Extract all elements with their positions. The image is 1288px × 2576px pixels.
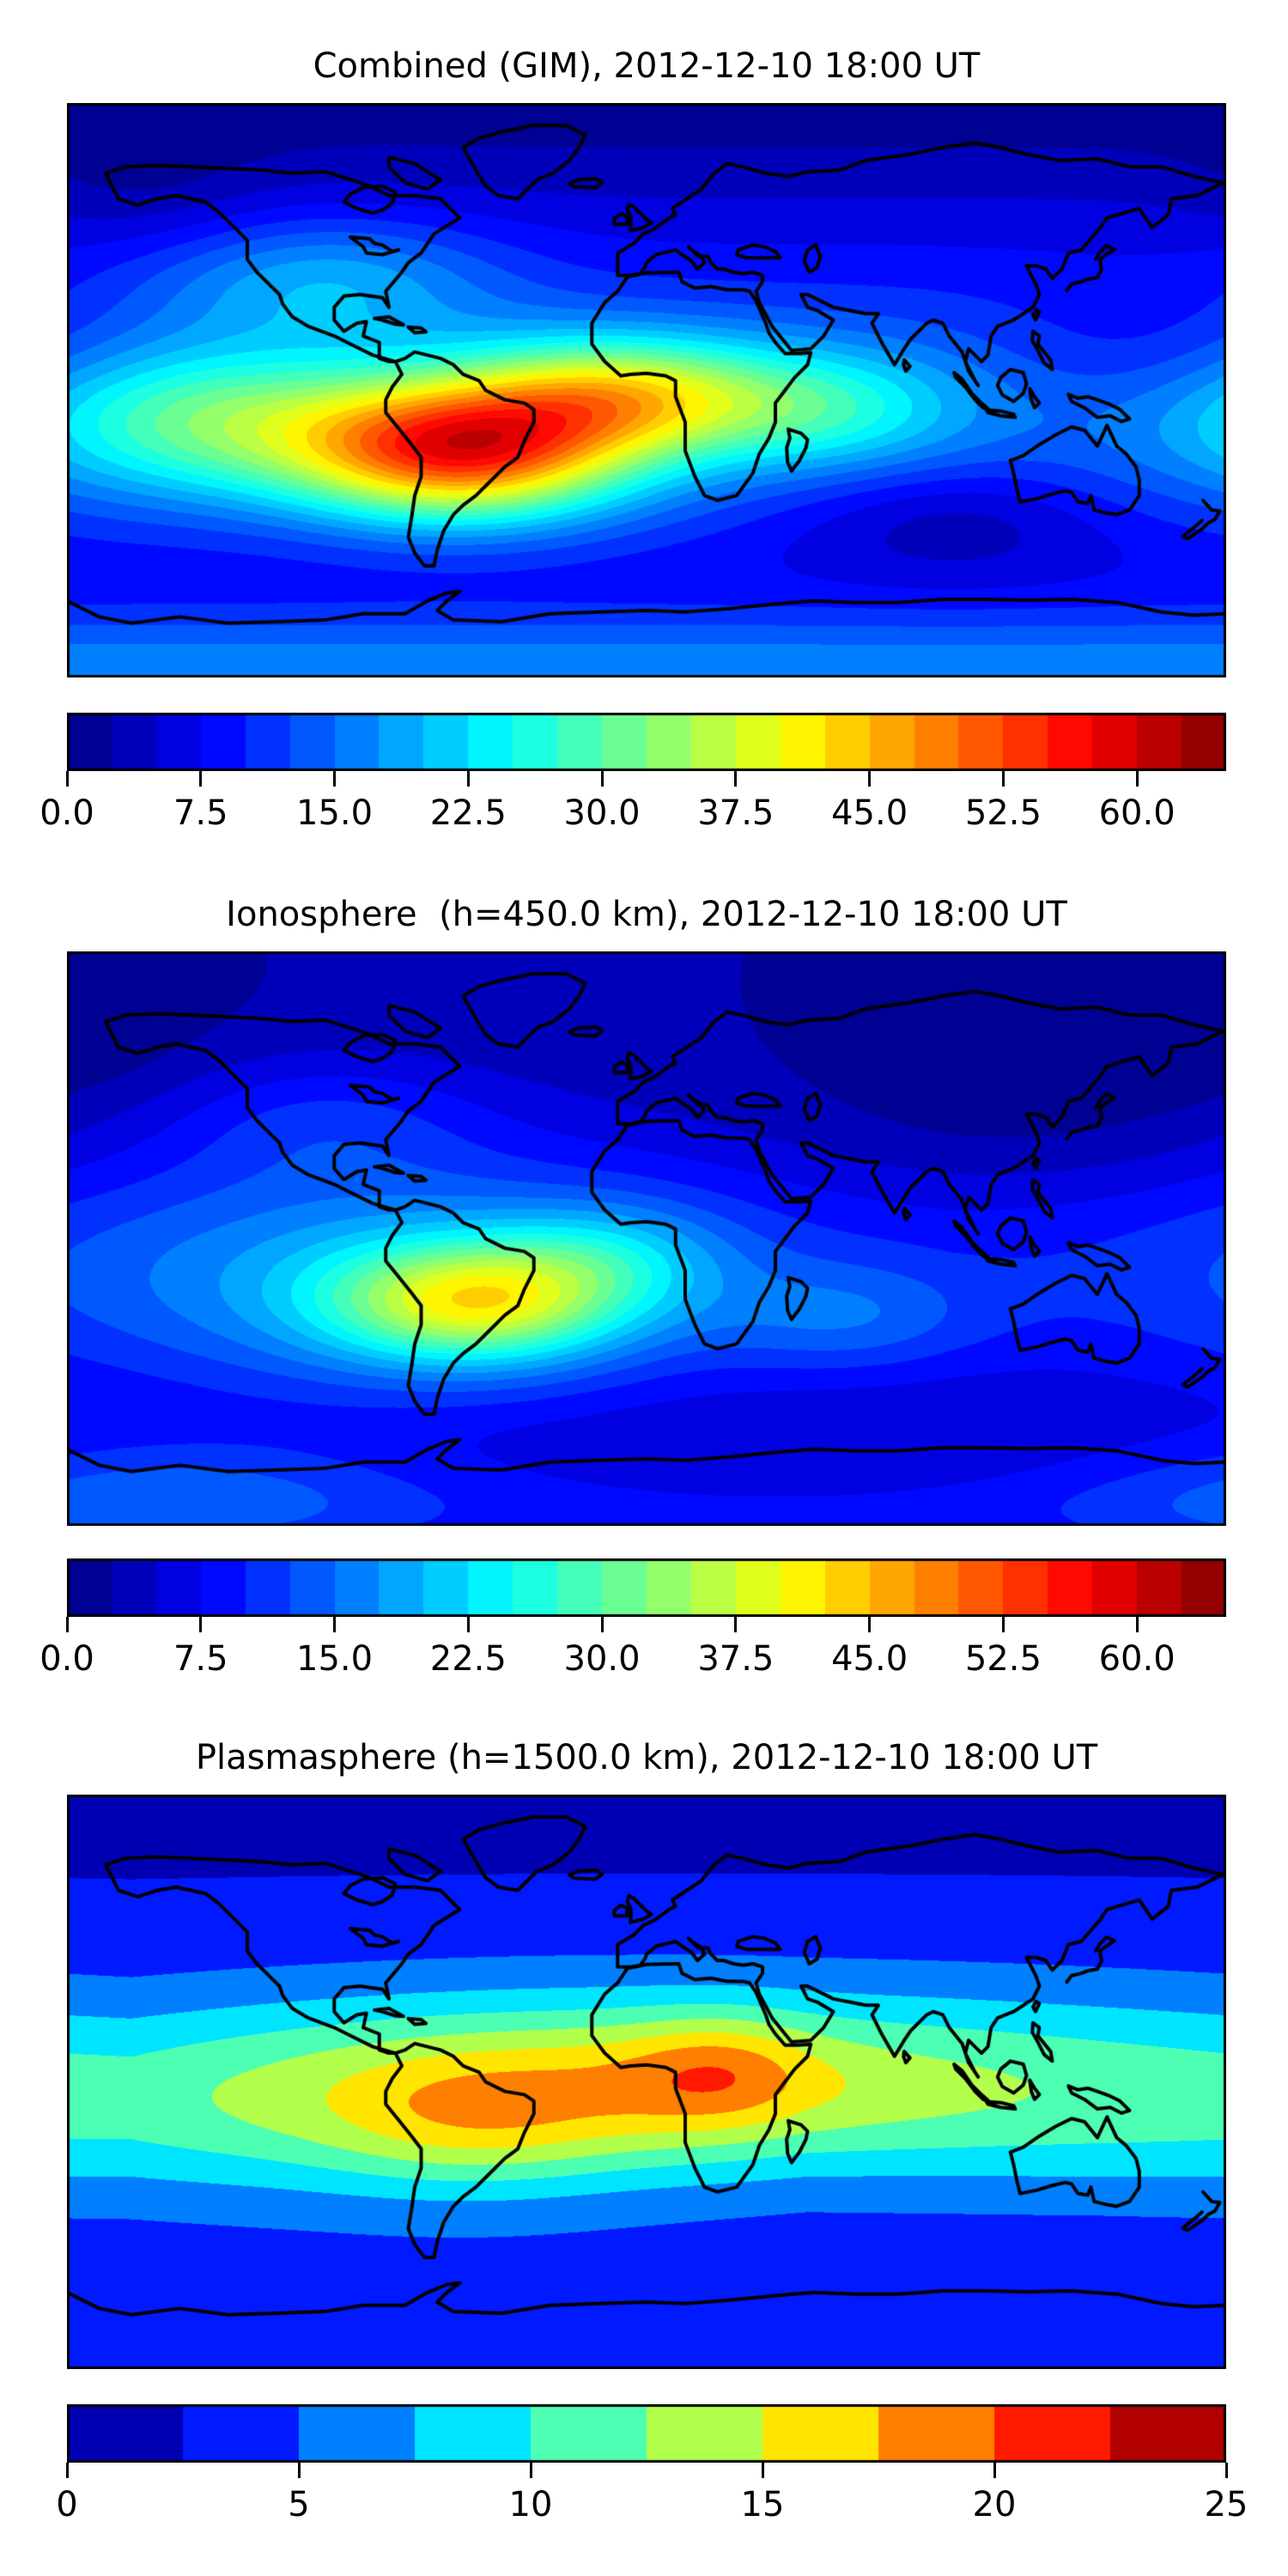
colorbar-tick-label: 0.0	[39, 793, 94, 833]
colorbar-combined	[67, 713, 1226, 771]
colorbar-tick	[333, 771, 337, 787]
colorbar-tick-label: 10	[508, 2485, 553, 2524]
colorbar-tick-label: 15	[740, 2485, 785, 2524]
panel-title-plasmasphere: Plasmasphere (h=1500.0 km), 2012-12-10 1…	[195, 1738, 1098, 1777]
colorbar-tick	[529, 2463, 532, 2478]
colorbar-tick-label: 0	[56, 2485, 78, 2524]
colorbar-tick-label: 15.0	[296, 793, 374, 833]
colorbar-tick	[993, 2463, 996, 2478]
colorbar-plasmasphere	[67, 2404, 1226, 2463]
colorbar-tick-label: 22.5	[429, 793, 507, 833]
colorbar-tick	[1135, 1617, 1139, 1632]
colorbar-tick-label: 7.5	[173, 793, 228, 833]
colorbar-tick-label: 45.0	[831, 1639, 908, 1679]
colorbar-tick	[297, 2463, 301, 2478]
colorbar-tick	[734, 1617, 738, 1632]
colorbar-tick-label: 52.5	[964, 793, 1042, 833]
colorbar-tick	[868, 1617, 872, 1632]
colorbar-tick-label: 37.5	[697, 793, 775, 833]
colorbar-tick-label: 37.5	[697, 1639, 775, 1679]
world-map-combined	[67, 103, 1226, 677]
colorbar-tick-label: 20	[972, 2485, 1017, 2524]
colorbar-tick	[1001, 1617, 1005, 1632]
colorbar-ionosphere	[67, 1558, 1226, 1617]
panel-title-ionosphere: Ionosphere (h=450.0 km), 2012-12-10 18:0…	[226, 895, 1067, 934]
colorbar-tick	[734, 771, 738, 787]
colorbar-tick-label: 52.5	[964, 1639, 1042, 1679]
colorbar-tick-label: 45.0	[831, 793, 908, 833]
colorbar-tick-label: 7.5	[173, 1639, 228, 1679]
colorbar-tick-label: 22.5	[429, 1639, 507, 1679]
colorbar-tick	[761, 2463, 764, 2478]
colorbar-tick-label: 60.0	[1098, 793, 1176, 833]
colorbar-tick	[600, 771, 604, 787]
colorbar-tick	[466, 1617, 470, 1632]
colorbar-tick	[868, 771, 872, 787]
colorbar-tick	[1224, 2463, 1228, 2478]
panel-title-combined: Combined (GIM), 2012-12-10 18:00 UT	[313, 46, 981, 86]
colorbar-tick-label: 0.0	[39, 1639, 94, 1679]
colorbar-tick-label: 30.0	[563, 1639, 641, 1679]
colorbar-tick	[65, 2463, 69, 2478]
colorbar-tick	[65, 1617, 69, 1632]
colorbar-tick-label: 5	[288, 2485, 310, 2524]
colorbar-tick	[600, 1617, 604, 1632]
colorbar-tick	[199, 771, 203, 787]
world-map-ionosphere	[67, 951, 1226, 1526]
colorbar-tick	[1135, 771, 1139, 787]
colorbar-tick	[65, 771, 69, 787]
colorbar-tick	[199, 1617, 203, 1632]
colorbar-tick-label: 60.0	[1098, 1639, 1176, 1679]
colorbar-tick-label: 30.0	[563, 793, 641, 833]
colorbar-tick	[333, 1617, 337, 1632]
colorbar-tick	[466, 771, 470, 787]
world-map-plasmasphere	[67, 1795, 1226, 2369]
colorbar-tick-label: 25	[1204, 2485, 1249, 2524]
colorbar-tick	[1001, 771, 1005, 787]
colorbar-tick-label: 15.0	[296, 1639, 374, 1679]
